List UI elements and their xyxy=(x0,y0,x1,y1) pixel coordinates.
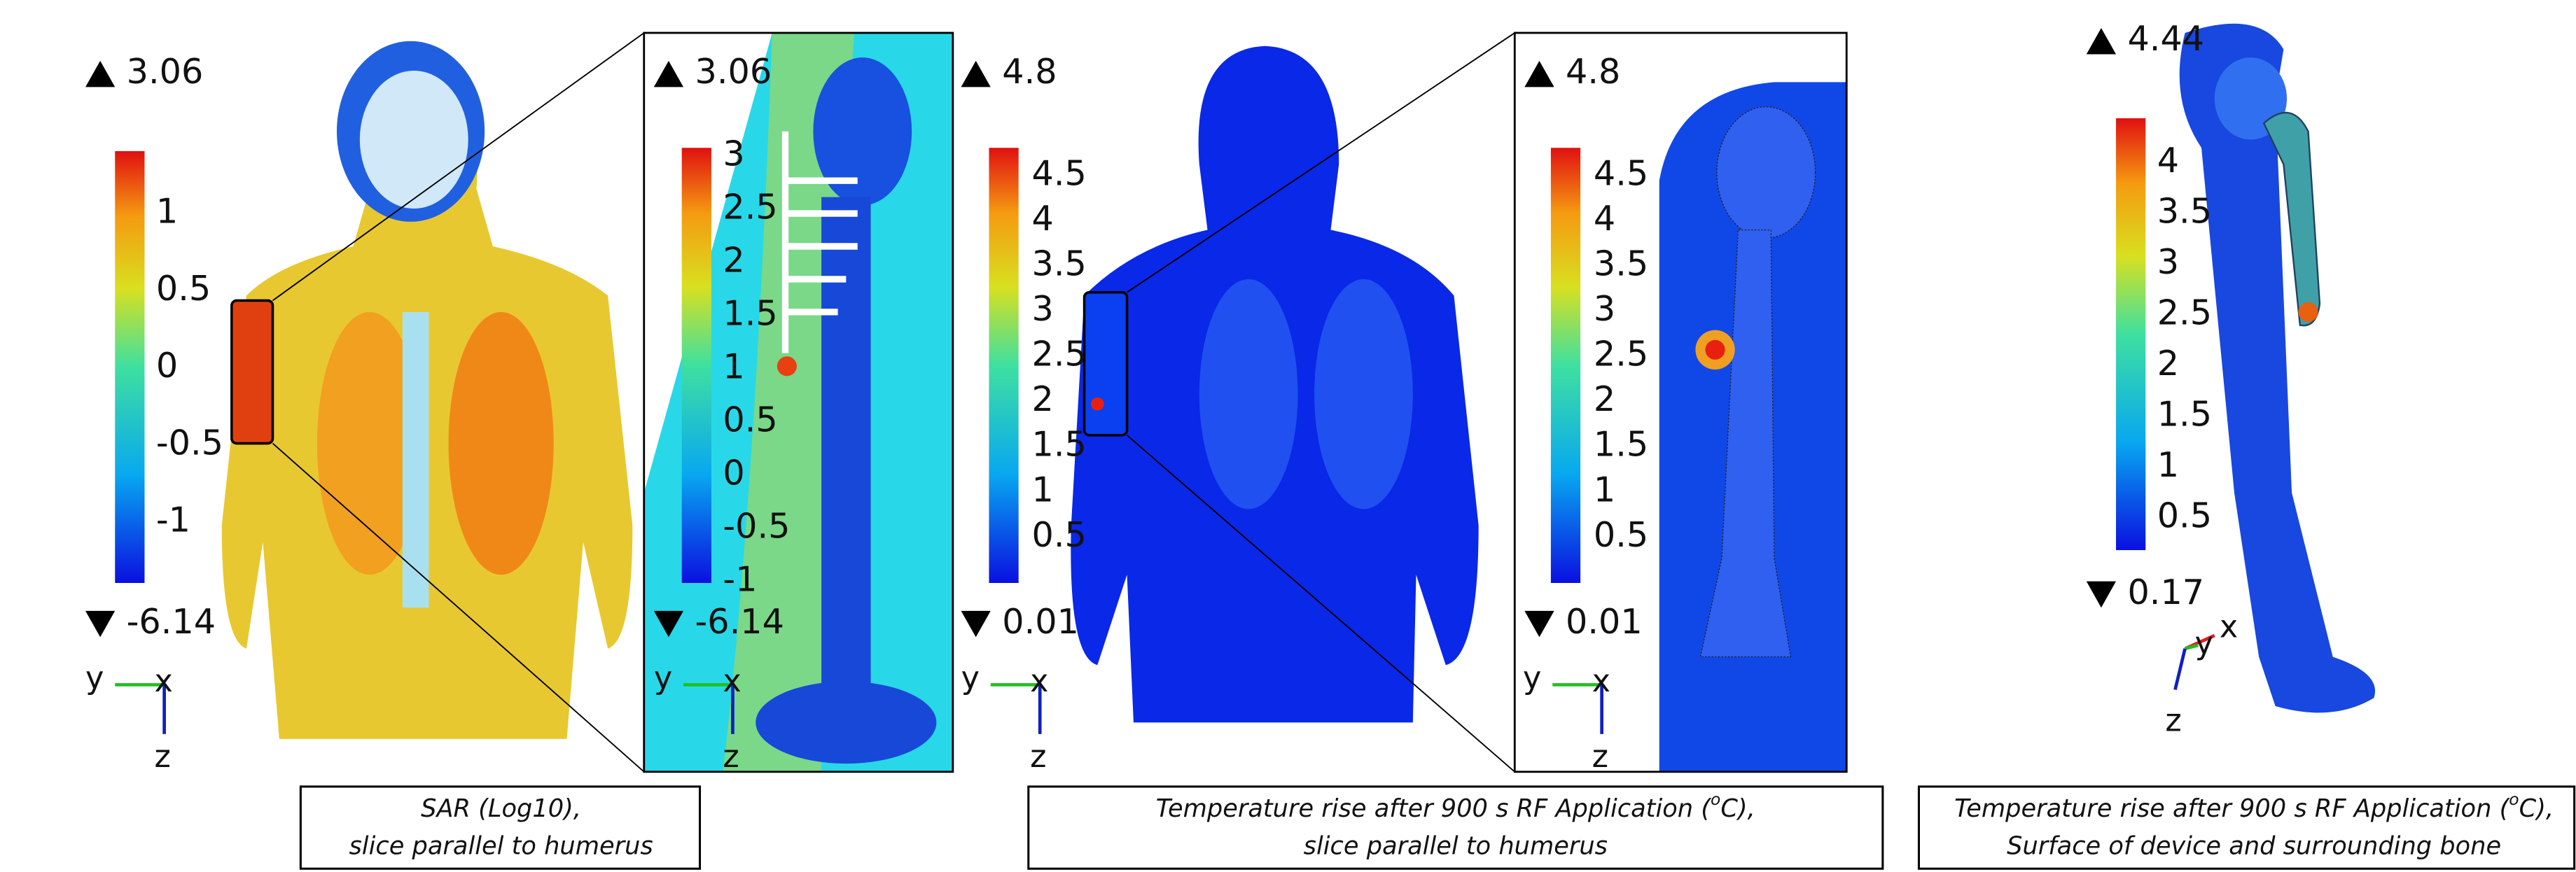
colorbar-tick-label: -0.5 xyxy=(156,422,223,463)
axis-label: x xyxy=(723,663,741,699)
min-label: -6.14 xyxy=(127,601,216,642)
colorbar-tick-label: 0.5 xyxy=(156,268,211,309)
colorbar xyxy=(2116,118,2145,550)
max-label: 3.06 xyxy=(695,51,772,92)
colorbar-tick-label: 0.5 xyxy=(1031,514,1086,555)
colorbar xyxy=(682,148,711,583)
caption-line: slice parallel to humerus xyxy=(349,832,653,861)
bone xyxy=(2180,24,2375,713)
colorbar-tick-label: 1 xyxy=(156,191,178,232)
colorbar-tick-label: 3 xyxy=(2157,241,2179,282)
colorbar-tick-label: -1 xyxy=(156,500,190,540)
body-temp xyxy=(1071,33,1515,772)
axis-label: y xyxy=(961,659,980,696)
axis-label: y xyxy=(85,659,104,696)
min-marker xyxy=(961,611,991,638)
colorbar-tick-label: 2.5 xyxy=(723,186,777,227)
colorbar-tick-label: 4.5 xyxy=(1594,153,1648,194)
caption-text: Temperature rise after 900 s RF Applicat… xyxy=(1156,794,1712,823)
axis-label: x xyxy=(1030,663,1048,699)
colorbar-tick-label: -1 xyxy=(723,559,757,600)
max-marker xyxy=(961,61,991,87)
caption-text: Temperature rise after 900 s RF Applicat… xyxy=(1954,794,2510,823)
min-label: 0.01 xyxy=(1566,601,1643,642)
axis-label: y xyxy=(1523,659,1541,696)
axis-label: x xyxy=(2220,609,2238,645)
caption-line: Temperature rise after 900 s RF Applicat… xyxy=(1954,789,2554,823)
colorbar-tick-label: 0.5 xyxy=(2157,495,2212,535)
colorbar-tick-label: 2.5 xyxy=(1594,334,1648,374)
axis-label: z xyxy=(1592,738,1608,775)
caption-text: SAR (Log10), xyxy=(421,794,581,823)
max-label: 3.06 xyxy=(127,51,204,92)
colorbar-tick-label: 1 xyxy=(1594,469,1615,509)
colorbar-tick-label: 3.5 xyxy=(1594,244,1648,284)
colorbar-tick-label: 4.5 xyxy=(1031,153,1086,194)
colorbar xyxy=(115,151,144,583)
colorbar-tick-label: 0 xyxy=(156,345,178,386)
axis-label: y xyxy=(2195,625,2213,661)
min-marker xyxy=(85,611,115,638)
axis-label: z xyxy=(1030,738,1046,775)
caption-line: slice parallel to humerus xyxy=(1304,832,1608,861)
axis-label: x xyxy=(155,663,173,699)
max-marker xyxy=(2087,28,2116,55)
caption-text: slice parallel to humerus xyxy=(1304,832,1608,861)
caption-text: slice parallel to humerus xyxy=(349,832,653,861)
max-label: 4.44 xyxy=(2127,18,2204,59)
colorbar-tick-label: 2.5 xyxy=(1031,334,1086,374)
colorbar xyxy=(1551,148,1580,583)
caption-line: SAR (Log10), xyxy=(421,794,581,823)
caption-line: Surface of device and surrounding bone xyxy=(2007,832,2501,861)
body-sar xyxy=(222,33,644,772)
axis-label: z xyxy=(723,738,739,775)
colorbar-tick-label: 3.5 xyxy=(2157,190,2212,231)
caption-text: o xyxy=(2509,789,2519,808)
caption-line: Temperature rise after 900 s RF Applicat… xyxy=(1156,789,1755,823)
axis-label: z xyxy=(2165,702,2181,738)
colorbar-tick-label: 1 xyxy=(723,346,744,387)
colorbar-tick-label: 2 xyxy=(1031,379,1053,419)
colorbar-tick-label: 2 xyxy=(2157,343,2179,384)
caption-text: o xyxy=(1711,789,1720,808)
colorbar-tick-label: 1.5 xyxy=(2157,393,2212,434)
axis-arrow xyxy=(2175,649,2185,690)
min-marker xyxy=(2087,582,2116,608)
colorbar-tick-label: 4 xyxy=(2157,140,2179,181)
max-label: 4.8 xyxy=(1002,51,1057,92)
colorbar-tick-label: 1.5 xyxy=(1031,424,1086,465)
colorbar-tick-label: 0 xyxy=(723,453,744,493)
colorbar-tick-label: 0.5 xyxy=(723,400,777,440)
colorbar-tick-label: 2 xyxy=(1594,379,1615,419)
colorbar-tick-label: 3 xyxy=(1594,288,1615,329)
caption-text: C), xyxy=(1720,794,1755,823)
colorbar xyxy=(989,148,1018,583)
colorbar-tick-label: 3.5 xyxy=(1031,244,1086,284)
colorbar-tick-label: 3 xyxy=(1031,288,1053,329)
colorbar-tick-label: 4 xyxy=(1031,198,1053,239)
colorbar-tick-label: 4 xyxy=(1594,198,1615,239)
colorbar-tick-label: 3 xyxy=(723,133,744,174)
axis-label: z xyxy=(155,738,171,775)
min-label: -6.14 xyxy=(695,601,784,642)
caption-text: Surface of device and surrounding bone xyxy=(2007,832,2501,861)
colorbar-tick-label: -0.5 xyxy=(723,506,790,547)
figure: 3.0610.50-0.5-1-6.14yxz3.0632.521.510.50… xyxy=(0,0,2576,872)
colorbar-tick-label: 0.5 xyxy=(1594,514,1648,555)
colorbar-tick-label: 2 xyxy=(723,239,744,280)
axis-label: x xyxy=(1592,663,1610,699)
axis-label: y xyxy=(654,659,672,696)
colorbar-tick-label: 2.5 xyxy=(2157,292,2212,332)
min-label: 0.17 xyxy=(2127,572,2204,612)
colorbar-tick-label: 1.5 xyxy=(723,293,777,334)
max-label: 4.8 xyxy=(1566,51,1620,92)
colorbar-tick-label: 1 xyxy=(2157,444,2179,485)
caption-text: C), xyxy=(2519,794,2554,823)
colorbar-tick-label: 1 xyxy=(1031,469,1053,509)
colorbar-tick-label: 1.5 xyxy=(1594,424,1648,465)
min-label: 0.01 xyxy=(1002,601,1079,642)
max-marker xyxy=(85,61,115,87)
